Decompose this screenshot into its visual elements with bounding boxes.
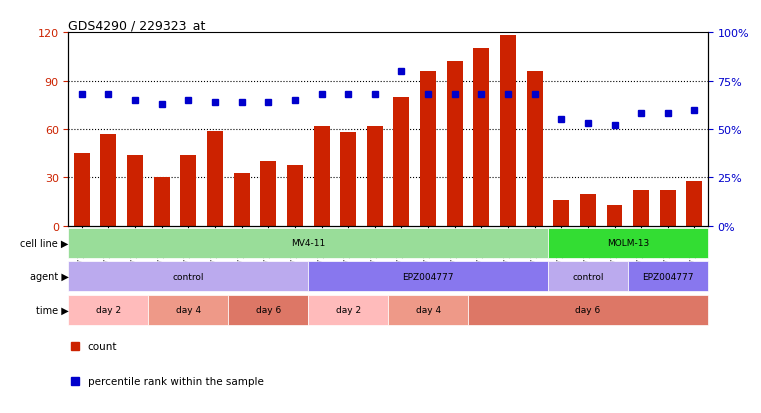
FancyBboxPatch shape <box>308 295 388 325</box>
Bar <box>633 191 649 226</box>
FancyBboxPatch shape <box>68 228 548 258</box>
Bar <box>420 72 436 226</box>
FancyBboxPatch shape <box>308 261 548 292</box>
Bar <box>447 62 463 226</box>
Text: EPZ004777: EPZ004777 <box>403 272 454 281</box>
Text: time ▶: time ▶ <box>36 305 68 315</box>
FancyBboxPatch shape <box>548 228 708 258</box>
Text: day 4: day 4 <box>176 306 201 314</box>
Bar <box>74 154 90 226</box>
Text: percentile rank within the sample: percentile rank within the sample <box>88 376 263 386</box>
Text: day 2: day 2 <box>96 306 121 314</box>
FancyBboxPatch shape <box>548 261 628 292</box>
Bar <box>207 131 223 226</box>
Bar <box>367 126 383 226</box>
FancyBboxPatch shape <box>468 295 708 325</box>
FancyBboxPatch shape <box>228 295 308 325</box>
Text: control: control <box>173 272 204 281</box>
FancyBboxPatch shape <box>148 295 228 325</box>
Text: day 6: day 6 <box>575 306 600 314</box>
Text: cell line ▶: cell line ▶ <box>20 238 68 248</box>
Bar <box>100 135 116 226</box>
Bar <box>260 162 276 226</box>
Text: day 2: day 2 <box>336 306 361 314</box>
Bar <box>393 97 409 226</box>
Bar <box>154 178 170 226</box>
Bar <box>686 181 702 226</box>
Text: day 6: day 6 <box>256 306 281 314</box>
Text: control: control <box>572 272 603 281</box>
FancyBboxPatch shape <box>388 295 468 325</box>
Bar <box>473 49 489 226</box>
Bar <box>234 173 250 226</box>
Bar <box>607 205 622 226</box>
Text: MOLM-13: MOLM-13 <box>607 239 649 247</box>
Bar <box>500 36 516 226</box>
Bar <box>527 72 543 226</box>
Text: agent ▶: agent ▶ <box>30 271 68 282</box>
Text: GDS4290 / 229323_at: GDS4290 / 229323_at <box>68 19 206 32</box>
Text: EPZ004777: EPZ004777 <box>642 272 693 281</box>
Bar <box>660 191 676 226</box>
Bar <box>580 194 596 226</box>
Bar <box>553 201 569 226</box>
Bar <box>287 165 303 226</box>
Text: day 4: day 4 <box>416 306 441 314</box>
Bar <box>180 155 196 226</box>
FancyBboxPatch shape <box>68 295 148 325</box>
FancyBboxPatch shape <box>628 261 708 292</box>
Bar <box>314 126 330 226</box>
Text: count: count <box>88 341 117 351</box>
Bar <box>340 133 356 226</box>
Text: MV4-11: MV4-11 <box>291 239 326 247</box>
Bar <box>127 155 143 226</box>
FancyBboxPatch shape <box>68 261 308 292</box>
